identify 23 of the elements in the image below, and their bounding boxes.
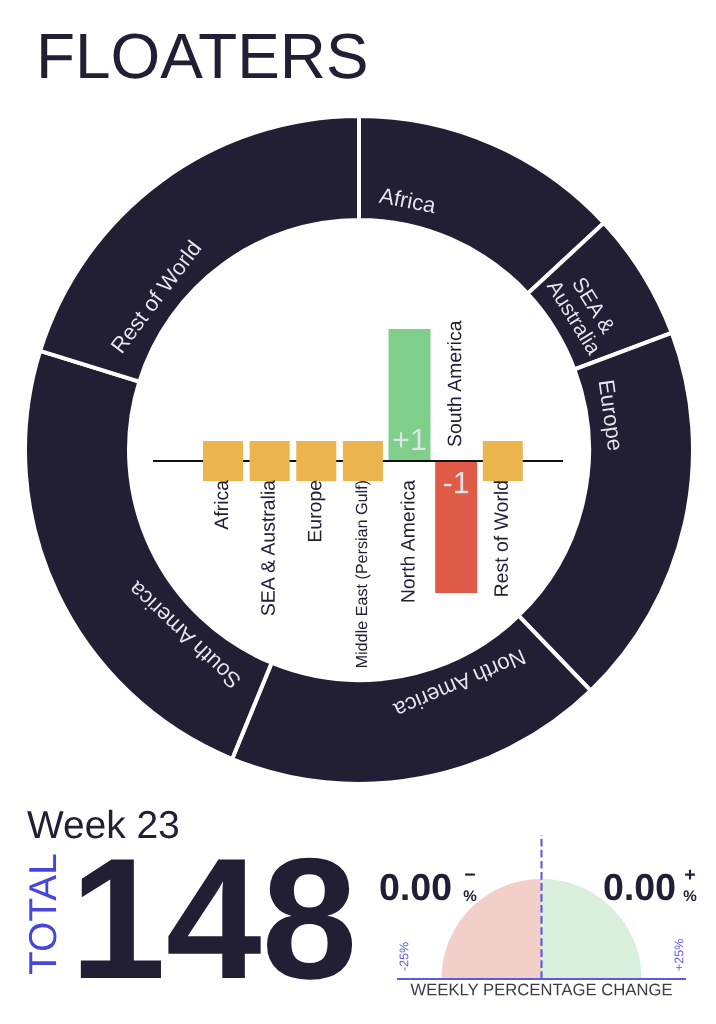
- x-tick-label: SEA & Australia: [260, 480, 275, 616]
- text: -25%: [399, 942, 409, 971]
- text: Week 23: [27, 809, 179, 839]
- data-label: -1: [443, 472, 469, 494]
- x-tick-label: Africa: [213, 480, 229, 530]
- text: 148: [80, 857, 353, 980]
- text: +: [685, 869, 695, 880]
- text: +25%: [674, 939, 684, 971]
- text: %: [463, 890, 477, 902]
- text: TOTAL: [28, 854, 57, 975]
- slice-label: Europe: [594, 380, 624, 452]
- data-label: +1: [393, 428, 426, 450]
- slice-label: Africa: [378, 186, 438, 214]
- text: 0.00: [604, 873, 675, 901]
- chart-title: FLOATERS: [41, 33, 366, 79]
- x-tick-label: North America: [400, 480, 415, 602]
- text: 0.00: [380, 873, 451, 901]
- x-tick-label: Europe: [307, 480, 326, 542]
- x-tick-label: Middle East (Persian Gulf): [355, 480, 371, 668]
- x-tick-label: Rest of World: [493, 481, 508, 596]
- text: %: [683, 890, 697, 902]
- text: WEEKLY PERCENTAGE CHANGE: [410, 983, 672, 996]
- text: −: [465, 873, 475, 876]
